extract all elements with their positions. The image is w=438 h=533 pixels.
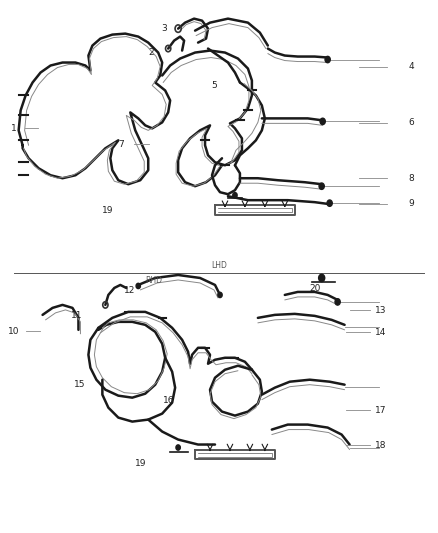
- Text: 15: 15: [74, 380, 85, 389]
- Circle shape: [319, 183, 324, 189]
- Circle shape: [325, 56, 330, 63]
- Text: 20: 20: [309, 284, 321, 293]
- Circle shape: [233, 192, 237, 198]
- Circle shape: [327, 200, 332, 206]
- Text: 7: 7: [118, 140, 124, 149]
- Text: 12: 12: [124, 286, 135, 295]
- Circle shape: [320, 118, 325, 125]
- Text: 19: 19: [102, 206, 113, 215]
- Text: LHD: LHD: [211, 261, 227, 270]
- Text: 11: 11: [71, 311, 83, 320]
- Text: 4: 4: [408, 62, 414, 71]
- Text: 3: 3: [162, 25, 167, 34]
- Text: 16: 16: [163, 396, 174, 405]
- Text: 8: 8: [408, 174, 414, 183]
- Text: 17: 17: [375, 406, 386, 415]
- Text: RHD: RHD: [145, 276, 162, 285]
- Text: 19: 19: [134, 459, 146, 467]
- Text: 2: 2: [148, 49, 154, 57]
- Circle shape: [176, 445, 180, 450]
- Text: 10: 10: [8, 327, 20, 336]
- Circle shape: [335, 298, 340, 305]
- Circle shape: [218, 292, 222, 297]
- Text: 1: 1: [11, 124, 17, 133]
- Circle shape: [136, 284, 141, 288]
- Circle shape: [318, 274, 325, 282]
- Text: 18: 18: [375, 441, 386, 450]
- Text: 5: 5: [212, 81, 218, 90]
- Text: 9: 9: [408, 199, 414, 208]
- Text: 13: 13: [375, 305, 386, 314]
- Text: 14: 14: [375, 328, 386, 337]
- Text: 6: 6: [408, 118, 414, 127]
